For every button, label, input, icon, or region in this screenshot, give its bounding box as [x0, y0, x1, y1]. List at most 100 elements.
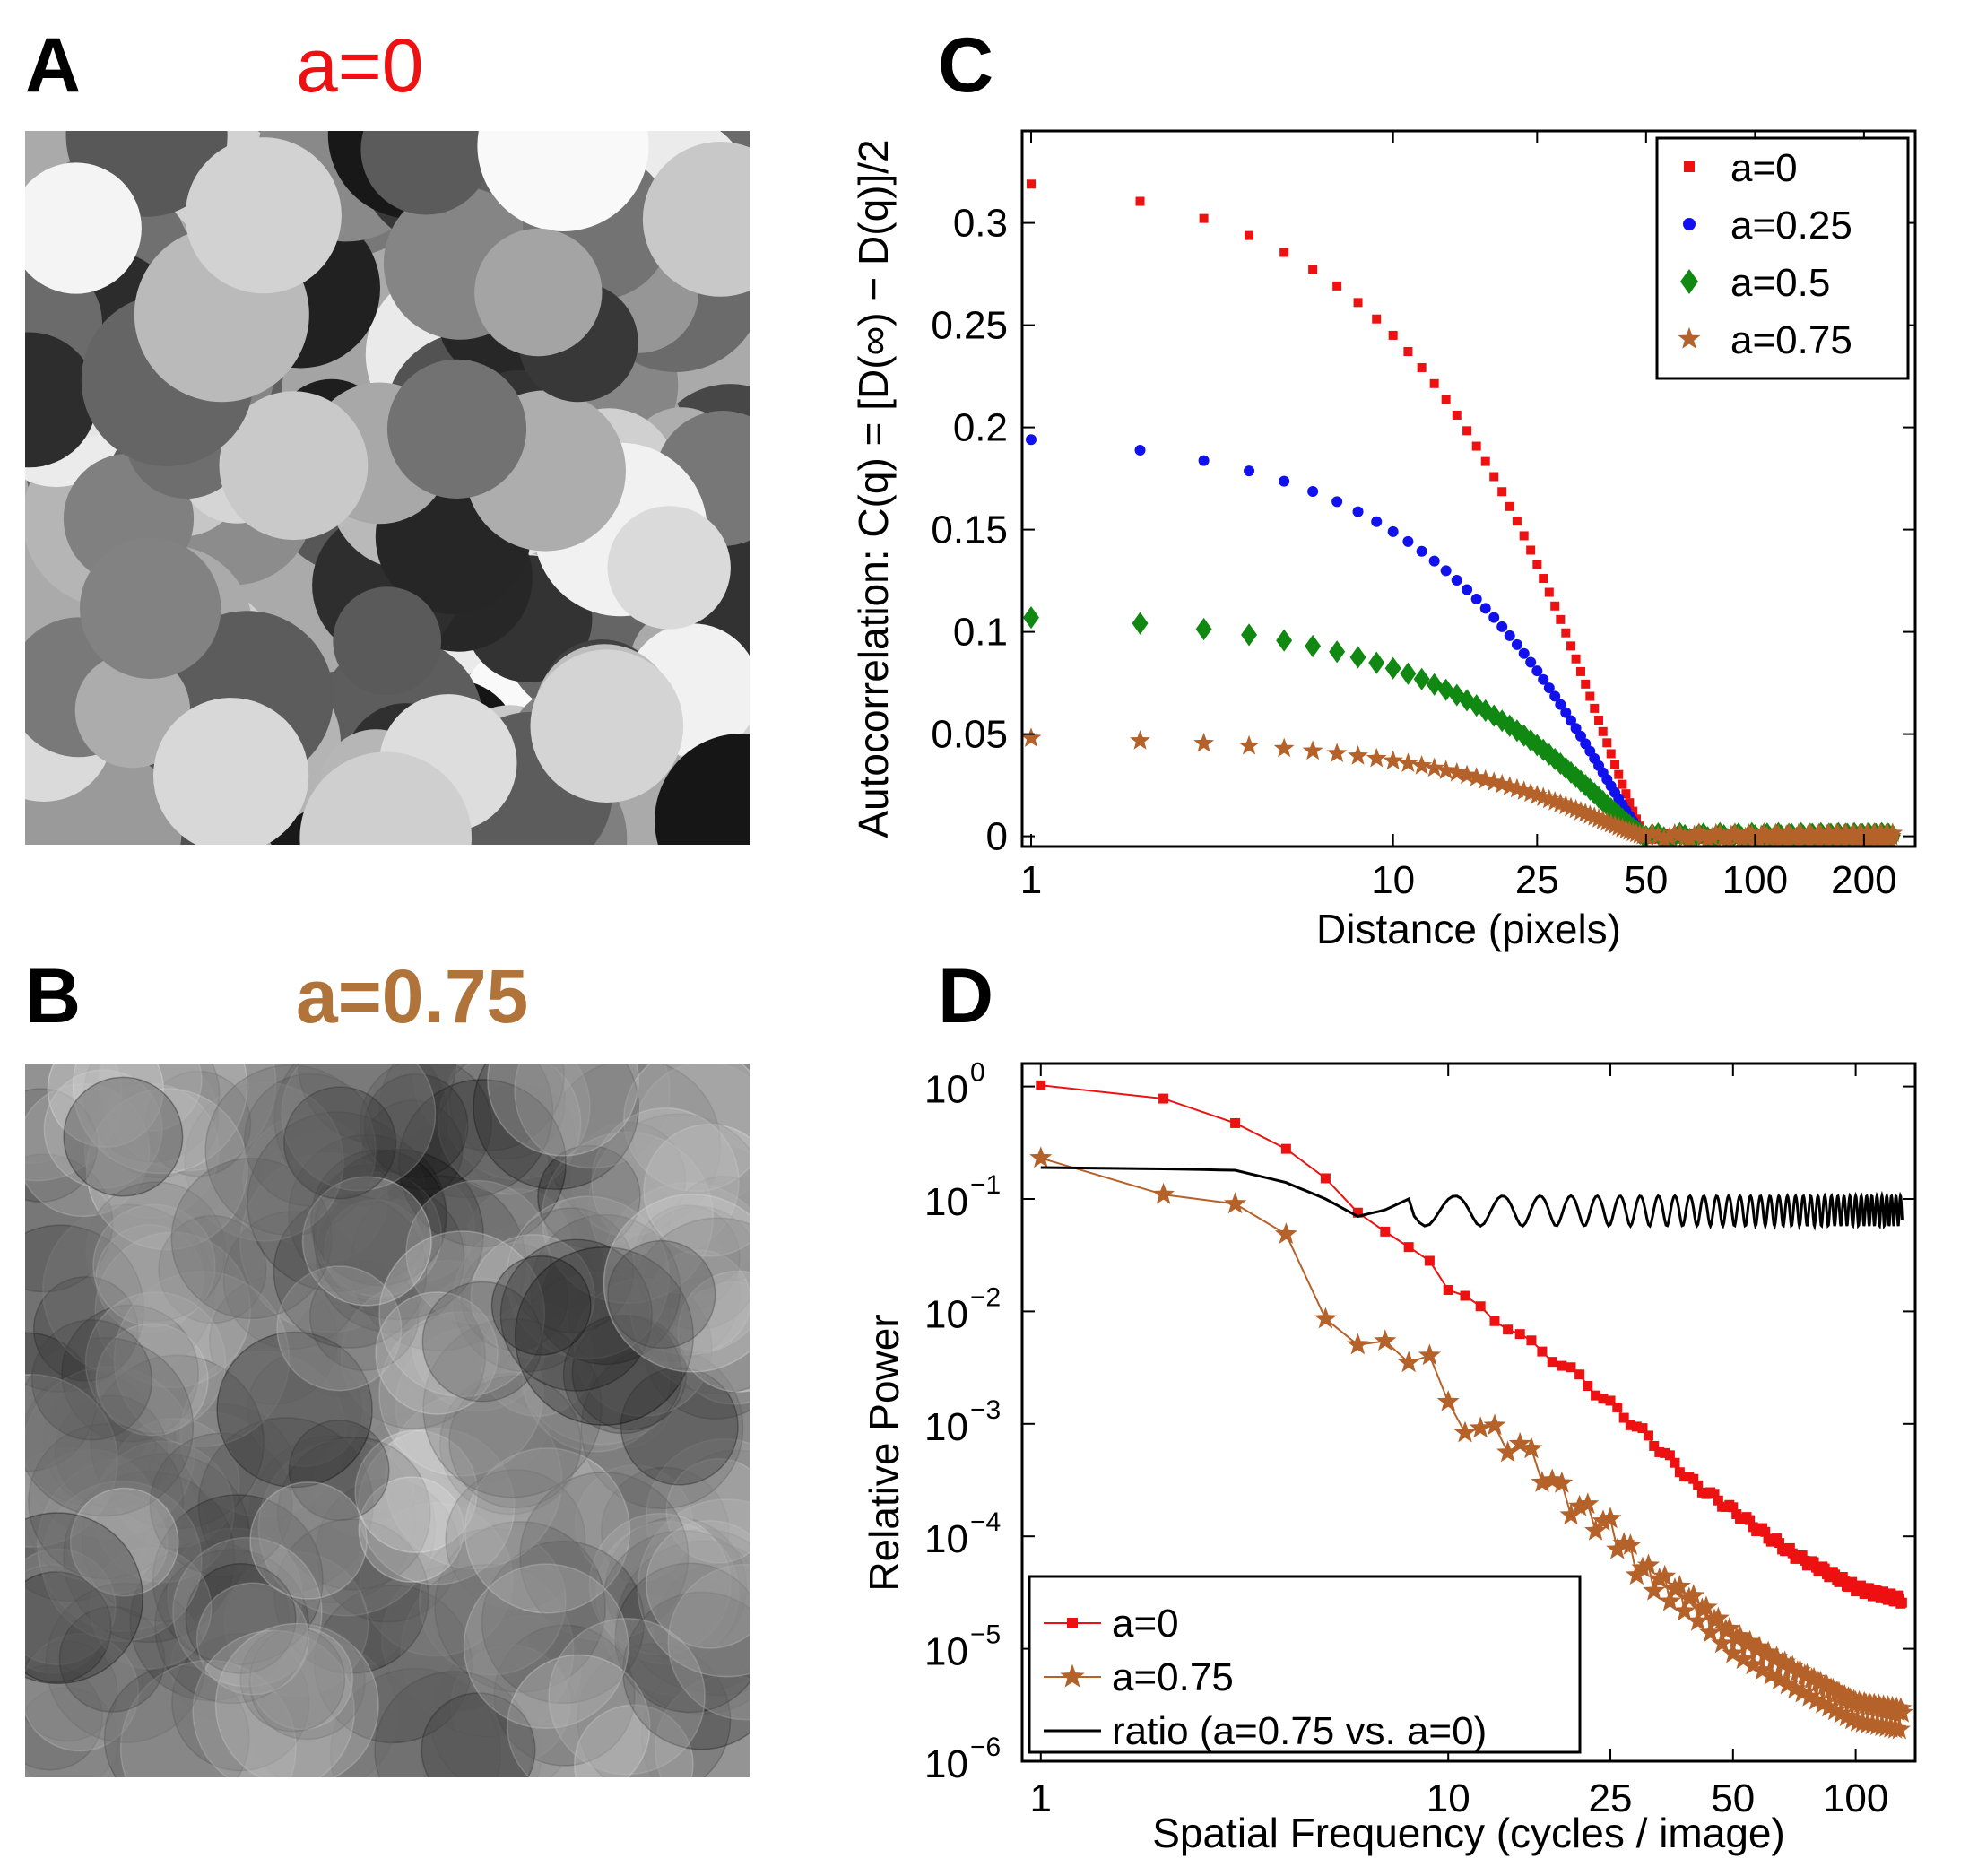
- data-point: [1158, 1093, 1169, 1104]
- data-point: [1783, 1677, 1807, 1699]
- disk: [312, 1149, 484, 1321]
- disk: [25, 1370, 158, 1507]
- disk: [359, 1502, 514, 1657]
- y-tick-label: 10: [924, 1742, 968, 1786]
- disk: [45, 1582, 206, 1743]
- data-point: [1722, 1641, 1745, 1663]
- data-point: [1802, 1666, 1826, 1689]
- data-point: [1683, 218, 1696, 230]
- data-point: [1400, 662, 1417, 685]
- data-point: [1659, 826, 1680, 847]
- disk: [25, 1336, 195, 1517]
- disk: [654, 1563, 750, 1697]
- data-point: [1518, 647, 1530, 659]
- chart-d-legend: a=0 a=0.75 ratio (a=0.75 vs. a=0): [1028, 1575, 1582, 1754]
- data-point: [1648, 1567, 1671, 1589]
- disk: [192, 1629, 355, 1777]
- disk: [514, 1064, 671, 1169]
- data-point: [1550, 1471, 1574, 1493]
- disk: [95, 1323, 209, 1437]
- disk: [359, 1412, 468, 1521]
- disk: [85, 1181, 226, 1322]
- data-point: [1388, 330, 1398, 340]
- disk: [422, 1317, 603, 1498]
- disk: [599, 1530, 750, 1698]
- data-point: [1130, 730, 1150, 750]
- data-point: [1625, 798, 1635, 808]
- x-tick-label: 10: [1371, 858, 1415, 902]
- disk: [288, 1133, 447, 1294]
- chart-d-xlabel: Spatial Frequency (cycles / image): [1152, 1810, 1785, 1856]
- disk: [421, 1281, 543, 1403]
- data-point: [1566, 641, 1576, 651]
- data-point: [1791, 1681, 1814, 1703]
- disk: [359, 1064, 492, 1191]
- disk: [453, 1224, 601, 1373]
- disk: [421, 1692, 536, 1777]
- data-point: [1132, 612, 1149, 635]
- data-point: [1384, 656, 1401, 680]
- data-point: [1366, 747, 1387, 768]
- data-point: [1195, 617, 1212, 641]
- data-point: [1688, 1473, 1699, 1484]
- data-point: [1774, 1538, 1785, 1549]
- data-point: [1244, 465, 1255, 477]
- disk: [439, 1372, 582, 1516]
- data-point: [1618, 779, 1627, 789]
- data-point: [1424, 1255, 1435, 1266]
- disk: [247, 1435, 416, 1604]
- disk: [25, 1082, 151, 1218]
- data-point: [1543, 682, 1555, 694]
- disk: [515, 1271, 689, 1446]
- disk: [25, 1566, 108, 1679]
- disk: [463, 1563, 629, 1730]
- data-point: [1835, 1705, 1858, 1727]
- data-point: [1460, 1290, 1470, 1301]
- data-point: [1711, 1631, 1734, 1654]
- data-point: [1788, 1659, 1811, 1681]
- disk: [113, 1271, 291, 1447]
- legend-label: a=0.75: [1112, 1655, 1234, 1699]
- disk: [667, 1563, 750, 1721]
- y-tick-exponent: −3: [970, 1395, 1001, 1425]
- data-point: [1314, 1307, 1337, 1329]
- data-point: [1441, 395, 1451, 404]
- disk: [600, 1466, 730, 1596]
- data-point: [1307, 486, 1319, 498]
- dead-leaves-image-a: [25, 131, 750, 845]
- disk: [620, 1367, 739, 1486]
- disk: [25, 1088, 99, 1203]
- disk: [288, 1420, 390, 1522]
- disk: [324, 1199, 426, 1301]
- disk: [378, 1230, 546, 1398]
- series-line-a0: [1040, 1084, 1903, 1605]
- disk: [25, 1563, 108, 1674]
- disk: [622, 1591, 750, 1750]
- data-point: [1279, 475, 1290, 487]
- data-point: [1658, 1589, 1681, 1611]
- data-point: [1610, 760, 1620, 769]
- data-point: [1647, 825, 1669, 846]
- y-tick-exponent: 0: [970, 1058, 985, 1088]
- disk: [622, 1528, 750, 1692]
- disk: [171, 1632, 310, 1772]
- disk: [276, 1265, 403, 1392]
- disk: [374, 1671, 533, 1777]
- data-point: [1566, 1362, 1576, 1373]
- data-point: [1555, 699, 1566, 710]
- data-point: [1741, 1653, 1765, 1675]
- disk: [615, 1540, 750, 1715]
- disk: [614, 1562, 750, 1714]
- disk: [358, 1476, 465, 1583]
- disk: [129, 1541, 291, 1701]
- disk: [134, 1411, 283, 1560]
- data-point: [1829, 1701, 1852, 1724]
- disk: [378, 1260, 516, 1398]
- disk: [648, 1249, 750, 1352]
- data-point: [1612, 1402, 1623, 1412]
- data-point: [1383, 750, 1404, 770]
- disk: [310, 1149, 448, 1287]
- disk: [607, 1239, 716, 1350]
- data-point: [1748, 1635, 1771, 1657]
- disk: [490, 1255, 592, 1356]
